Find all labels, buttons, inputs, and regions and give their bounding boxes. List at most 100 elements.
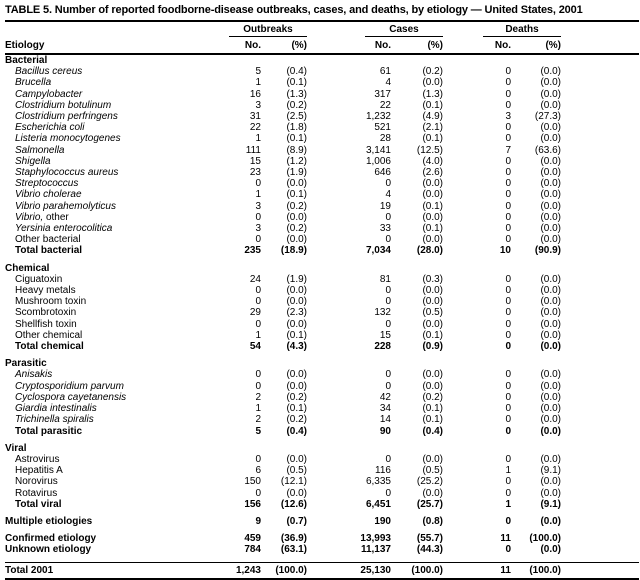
value-cell: 0: [505, 318, 511, 330]
value-cell: (0.0): [422, 380, 443, 392]
etiology-label: Brucella: [15, 77, 52, 89]
value-cell: 228: [374, 341, 391, 353]
value-cell: 190: [374, 515, 391, 527]
right-margin-cell: [561, 122, 639, 133]
value-cell: 0: [255, 296, 261, 308]
table-row: Viral: [5, 443, 639, 454]
value-cell: 0: [505, 414, 511, 426]
right-margin-cell: [561, 414, 639, 425]
value-cell: (0.0): [422, 285, 443, 297]
value-cell: (0.9): [422, 341, 443, 353]
etiology-label: Campylobacter: [15, 88, 83, 100]
value-cell: (0.0): [540, 189, 561, 201]
value-cell: 0: [255, 178, 261, 190]
etiology-label: Vibrio parahemolyticus: [15, 200, 116, 212]
right-margin-cell: [561, 100, 639, 111]
sub-header-row: Etiology No. (%) No. (%) No. (%): [5, 37, 639, 55]
etiology-label: Total chemical: [15, 341, 84, 353]
value-cell: (18.9): [280, 245, 307, 257]
right-margin-cell: [561, 167, 639, 178]
value-cell: (55.7): [416, 533, 443, 545]
value-cell: (0.2): [286, 200, 307, 212]
value-cell: (90.9): [534, 245, 561, 257]
value-cell: 3: [505, 111, 511, 123]
right-margin-cell: [561, 223, 639, 234]
value-cell: 2: [255, 414, 261, 426]
table-row: Total parasitic 5 (0.4) 90 (0.4) 0 (0.0): [5, 426, 639, 437]
value-cell: 235: [244, 245, 261, 257]
value-cell: (1.3): [422, 88, 443, 100]
etiology-label: Confirmed etiology: [5, 533, 97, 545]
value-cell: 15: [379, 329, 391, 341]
value-cell: 0: [505, 273, 511, 285]
value-cell: (44.3): [416, 544, 443, 556]
value-cell: 0: [505, 189, 511, 201]
value-cell: (0.0): [422, 178, 443, 190]
etiology-label: Yersinia enterocolitica: [15, 223, 113, 235]
value-cell: (0.0): [540, 99, 561, 111]
table-row: Escherichia coli 22 (1.8) 521 (2.1) 0 (0.0): [5, 122, 639, 133]
empty-cell: [227, 54, 561, 66]
value-cell: (27.3): [534, 111, 561, 123]
value-cell: 23: [249, 167, 261, 179]
etiology-label: Escherichia coli: [15, 122, 85, 134]
value-cell: 0: [505, 369, 511, 381]
value-cell: (0.0): [286, 178, 307, 190]
cases-pct-header: (%): [391, 37, 443, 55]
table-row: Bacillus cereus 5 (0.4) 61 (0.2) 0 (0.0): [5, 66, 639, 77]
value-cell: 317: [374, 88, 391, 100]
right-margin-cell: [561, 561, 639, 580]
right-margin-spacer: [561, 22, 639, 37]
etiology-label: Other chemical: [15, 329, 83, 341]
outbreaks-group-header: Outbreaks: [227, 22, 307, 37]
right-margin-cell: [561, 392, 639, 403]
table-row: Confirmed etiology 459 (36.9) 13,993 (55.7) 1…: [5, 533, 639, 544]
right-margin-cell: [561, 212, 639, 223]
etiology-label: Vibrio cholerae: [15, 189, 82, 201]
value-cell: (0.0): [540, 155, 561, 167]
value-cell: (4.0): [422, 155, 443, 167]
etiology-label: Chemical: [5, 262, 50, 274]
value-cell: (0.0): [540, 369, 561, 381]
etiology-label: Astrovirus: [15, 453, 60, 465]
value-cell: (0.7): [286, 515, 307, 527]
table-row: Scombrotoxin 29 (2.3) 132 (0.5) 0 (0.0): [5, 307, 639, 318]
table-row: Yersinia enterocolitica 3 (0.2) 33 (0.1) 0 (0.…: [5, 223, 639, 234]
outbreaks-no-header: No.: [227, 37, 261, 55]
value-cell: (0.2): [286, 99, 307, 111]
etiology-label: Vibrio, other: [15, 211, 69, 223]
right-margin-cell: [561, 533, 639, 544]
value-cell: (0.0): [286, 318, 307, 330]
value-cell: (0.0): [422, 296, 443, 308]
etiology-label: Staphylococcus aureus: [15, 167, 119, 179]
etiology-label: Shellfish toxin: [15, 318, 77, 330]
value-cell: (0.1): [422, 329, 443, 341]
etiology-label: Total bacterial: [15, 245, 83, 257]
value-cell: 0: [505, 211, 511, 223]
value-cell: (0.2): [286, 223, 307, 235]
value-cell: 2: [255, 391, 261, 403]
value-cell: (0.0): [540, 403, 561, 415]
value-cell: (100.0): [511, 561, 561, 580]
deaths-group-header: Deaths: [443, 22, 561, 37]
right-margin-cell: [561, 66, 639, 77]
value-cell: (1.9): [286, 273, 307, 285]
value-cell: 0: [385, 380, 391, 392]
right-margin-cell: [561, 133, 639, 144]
etiology-label: Bacillus cereus: [15, 66, 83, 78]
value-cell: 0: [505, 453, 511, 465]
value-cell: 0: [255, 285, 261, 297]
table-row: Multiple etiologies 9 (0.7) 190 (0.8) 0 (0.0): [5, 516, 639, 527]
etiology-column-header: Etiology: [5, 37, 227, 55]
value-cell: 150: [244, 476, 261, 488]
value-cell: 0: [385, 453, 391, 465]
outbreaks-pct-header: (%): [261, 37, 307, 55]
table-row: Hepatitis A 6 (0.5) 116 (0.5) 1 (9.1): [5, 465, 639, 476]
right-margin-cell: [561, 403, 639, 414]
cases-no-header: No.: [307, 37, 391, 55]
value-cell: 0: [255, 234, 261, 246]
value-cell: (0.0): [540, 211, 561, 223]
value-cell: (100.0): [261, 561, 307, 580]
empty-cell: [227, 263, 561, 274]
right-margin-cell: [561, 443, 639, 454]
